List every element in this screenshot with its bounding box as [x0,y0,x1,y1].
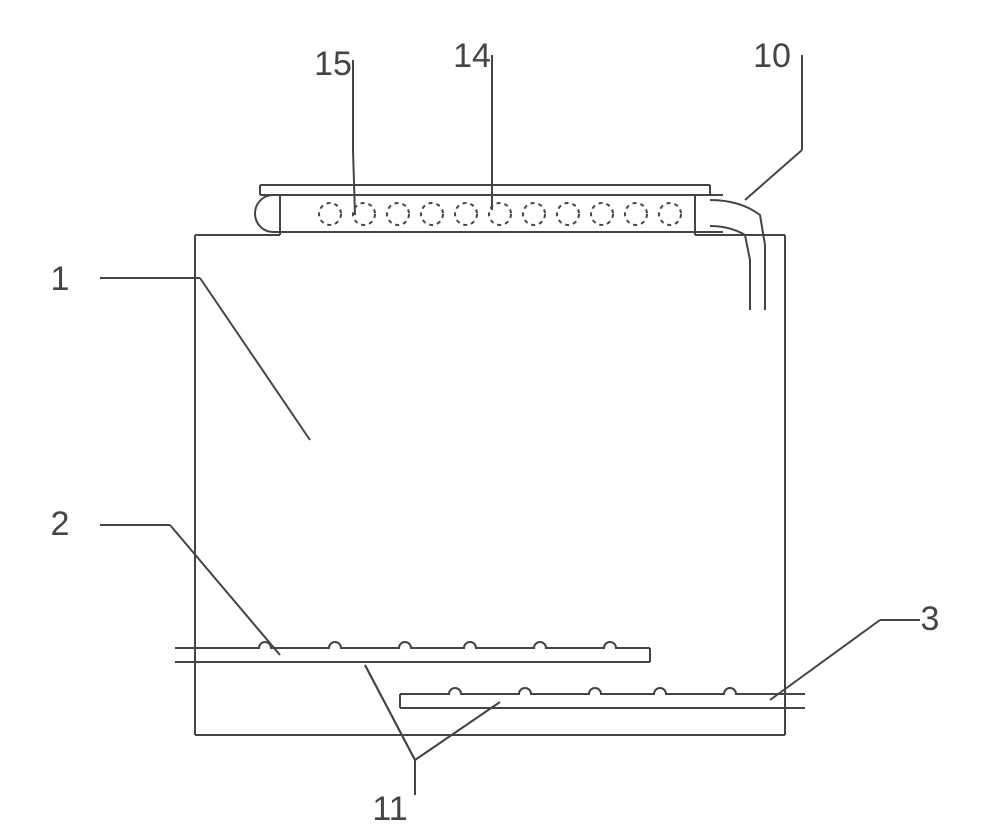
label-15 [313,45,353,81]
sparger-pipe-lower [400,694,805,708]
sparger-pipe-upper [175,648,650,662]
label-3 [910,600,950,636]
label-1 [40,260,80,296]
outlet-pipe [700,195,780,315]
coil-assembly [315,202,685,226]
label-10 [752,37,792,73]
label-14 [452,37,492,73]
label-2 [40,505,80,541]
label-11 [370,790,410,826]
